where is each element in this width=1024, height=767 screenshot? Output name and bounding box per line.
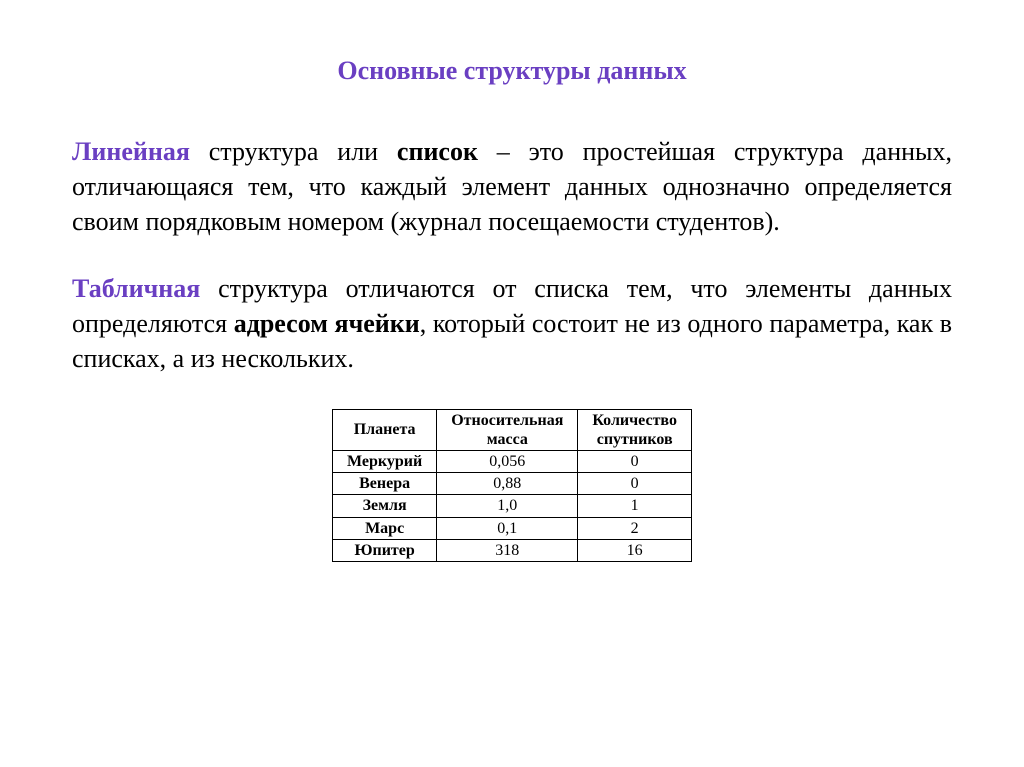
cell-mass: 0,1 xyxy=(437,517,578,539)
cell-planet: Марс xyxy=(333,517,437,539)
cell-moons: 1 xyxy=(578,495,692,517)
col-mass: Относительная масса xyxy=(437,409,578,450)
col-mass-line1: Относительная xyxy=(451,412,563,429)
col-moons: Количество спутников xyxy=(578,409,692,450)
col-moons-line1: Количество xyxy=(592,412,677,429)
cell-mass: 0,88 xyxy=(437,473,578,495)
table-head: Планета Относительная масса Количество с… xyxy=(333,409,692,450)
col-planet: Планета xyxy=(333,409,437,450)
cell-moons: 16 xyxy=(578,539,692,561)
cell-mass: 1,0 xyxy=(437,495,578,517)
table-row: Меркурий 0,056 0 xyxy=(333,450,692,472)
table-row: Юпитер 318 16 xyxy=(333,539,692,561)
para1-mid1: структура или xyxy=(190,137,397,166)
slide-page: Основные структуры данных Линейная струк… xyxy=(0,0,1024,767)
para1-bold: список xyxy=(397,137,478,166)
lead-word-table: Табличная xyxy=(72,274,200,303)
cell-planet: Юпитер xyxy=(333,539,437,561)
page-title: Основные структуры данных xyxy=(72,56,952,86)
cell-planet: Меркурий xyxy=(333,450,437,472)
cell-planet: Земля xyxy=(333,495,437,517)
cell-planet: Венера xyxy=(333,473,437,495)
cell-mass: 0,056 xyxy=(437,450,578,472)
cell-moons: 0 xyxy=(578,450,692,472)
table-row: Марс 0,1 2 xyxy=(333,517,692,539)
planets-table: Планета Относительная масса Количество с… xyxy=(332,409,692,562)
paragraph-table: Табличная структура отличаются от списка… xyxy=(72,271,952,376)
table-row: Земля 1,0 1 xyxy=(333,495,692,517)
table-container: Планета Относительная масса Количество с… xyxy=(72,409,952,562)
table-header-row: Планета Относительная масса Количество с… xyxy=(333,409,692,450)
col-mass-line2: масса xyxy=(487,431,528,448)
para2-bold: адресом ячейки xyxy=(234,309,420,338)
cell-mass: 318 xyxy=(437,539,578,561)
table-row: Венера 0,88 0 xyxy=(333,473,692,495)
cell-moons: 2 xyxy=(578,517,692,539)
col-moons-line2: спутников xyxy=(597,431,673,448)
cell-moons: 0 xyxy=(578,473,692,495)
table-body: Меркурий 0,056 0 Венера 0,88 0 Земля 1,0… xyxy=(333,450,692,561)
lead-word-linear: Линейная xyxy=(72,137,190,166)
paragraph-linear: Линейная структура или список – это прос… xyxy=(72,134,952,239)
